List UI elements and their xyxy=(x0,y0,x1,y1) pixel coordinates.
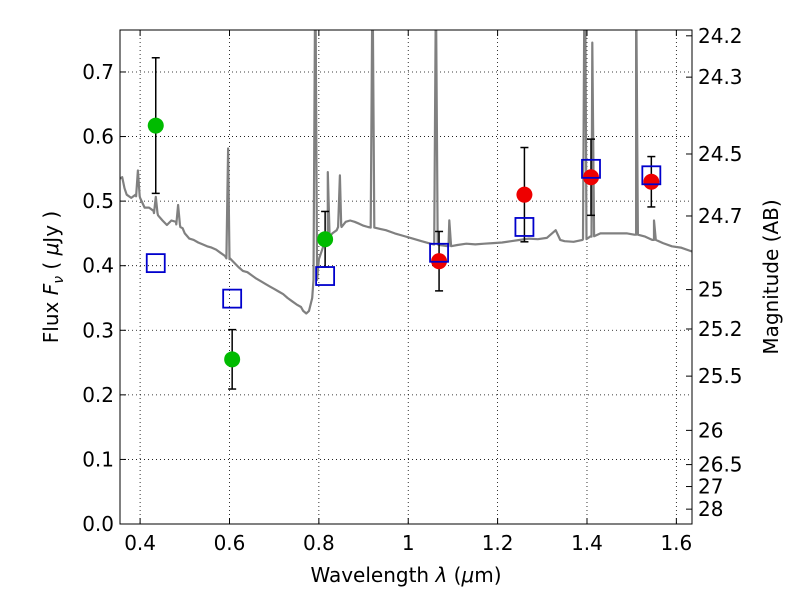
x-tick-label: 1.4 xyxy=(571,531,603,555)
x-tick-label: 1 xyxy=(402,531,415,555)
y2-tick-label: 25.2 xyxy=(698,317,743,341)
model-point xyxy=(222,288,243,309)
y2-tick-label: 24.3 xyxy=(698,65,743,89)
y2-tick-label: 25 xyxy=(698,278,723,302)
x-tick-label: 0.8 xyxy=(303,531,335,555)
y-tick-label: 0.6 xyxy=(82,125,114,149)
x-tick-label: 0.6 xyxy=(214,531,246,555)
data-point xyxy=(317,231,334,248)
y-tick-label: 0.3 xyxy=(82,318,114,342)
x-tick-label: 0.4 xyxy=(124,531,156,555)
grid xyxy=(120,30,692,525)
y2-tick-label: 24.2 xyxy=(698,24,743,48)
y-tick-label: 0.2 xyxy=(82,383,114,407)
y2-tick-label: 24.7 xyxy=(698,204,743,228)
axes: 0.4 0.6 0.8 1 1.2 1.4 1.6 0.0 0.1 0.2 0.3 0.4 0.5 0.6… xyxy=(82,24,742,555)
y-axis-title: Flux Fν ( μJy ) xyxy=(39,211,67,343)
model-point xyxy=(315,266,336,286)
x-tick-label: 1.2 xyxy=(482,531,514,555)
y2-tick-label: 27 xyxy=(698,475,723,499)
model-point xyxy=(514,217,535,237)
data-point xyxy=(224,351,241,368)
data-point xyxy=(147,117,164,134)
model-point xyxy=(641,165,662,186)
y2-axis-title: Magnitude (AB) xyxy=(759,199,783,354)
data-point xyxy=(643,173,660,190)
data-points xyxy=(145,57,662,390)
y-tick-label: 0.5 xyxy=(82,189,114,213)
y-tick-label: 0.4 xyxy=(82,254,114,278)
y-tick-label: 0.7 xyxy=(82,60,114,84)
y2-tick-label: 24.5 xyxy=(698,142,743,166)
y2-tick-label: 26.5 xyxy=(698,453,743,477)
model-spectrum xyxy=(120,30,692,315)
spectrum-line xyxy=(120,30,692,315)
y2-tick-label: 25.5 xyxy=(698,364,743,388)
model-point xyxy=(429,242,449,263)
plot-frame xyxy=(119,29,693,525)
x-tick-label: 1.6 xyxy=(660,531,692,555)
y2-tick-label: 28 xyxy=(698,497,723,521)
y-tick-label: 0.1 xyxy=(82,447,114,471)
x-axis-title: Wavelength λ (μm) xyxy=(310,563,501,587)
model-point xyxy=(581,158,601,179)
model-point xyxy=(145,253,166,274)
data-point xyxy=(516,186,533,203)
y-tick-label: 0.0 xyxy=(82,512,114,536)
y2-tick-label: 26 xyxy=(698,418,723,442)
